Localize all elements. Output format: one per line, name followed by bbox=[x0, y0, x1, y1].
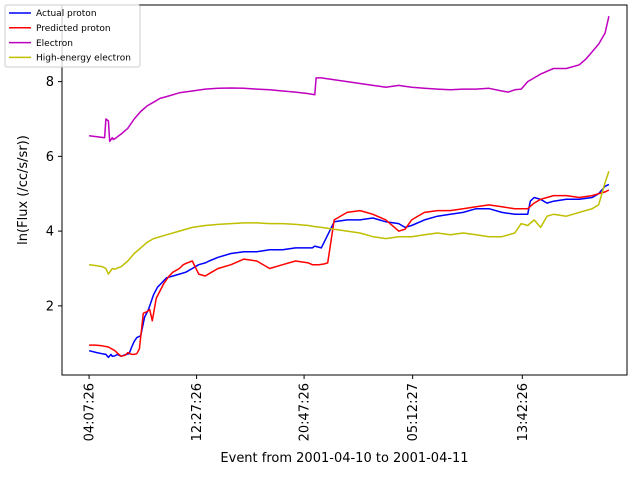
plot-area bbox=[61, 4, 628, 376]
y-tick-label: 8 bbox=[46, 75, 54, 90]
x-axis-label: Event from 2001-04-10 to 2001-04-11 bbox=[220, 451, 468, 466]
x-tick-label: 20:47:26 bbox=[298, 383, 313, 441]
x-tick-label: 12:27:26 bbox=[190, 383, 205, 441]
series-line-predicted-proton bbox=[89, 189, 610, 358]
y-tick-label: 4 bbox=[46, 225, 54, 240]
legend-label: High-energy electron bbox=[36, 54, 131, 64]
y-tick-label: 6 bbox=[46, 150, 54, 165]
series-line-actual-proton bbox=[88, 183, 610, 359]
y-tick-label: 2 bbox=[46, 299, 54, 314]
x-tick-label: 13:42:26 bbox=[516, 383, 531, 441]
legend: Actual proton Predicted proton Electron Hig… bbox=[4, 4, 141, 68]
x-tick-label: 05:12:27 bbox=[406, 383, 421, 441]
y-axis-label: ln(Flux (/cc/s/sr)) bbox=[16, 135, 31, 245]
series-layer bbox=[88, 16, 610, 359]
legend-box bbox=[4, 4, 141, 68]
legend-label: Electron bbox=[36, 39, 73, 49]
series-line-high-energy-electron bbox=[89, 171, 610, 275]
legend-label: Predicted proton bbox=[36, 24, 111, 34]
x-tick-label: 04:07:26 bbox=[83, 383, 98, 441]
legend-label: Actual proton bbox=[36, 9, 97, 19]
series-line-electron bbox=[89, 16, 610, 143]
y-axis-ticks: 2 4 6 8 bbox=[46, 75, 62, 314]
x-axis-ticks: 04:07:26 12:27:26 20:47:26 05:12:27 13:42:26 bbox=[83, 375, 531, 441]
